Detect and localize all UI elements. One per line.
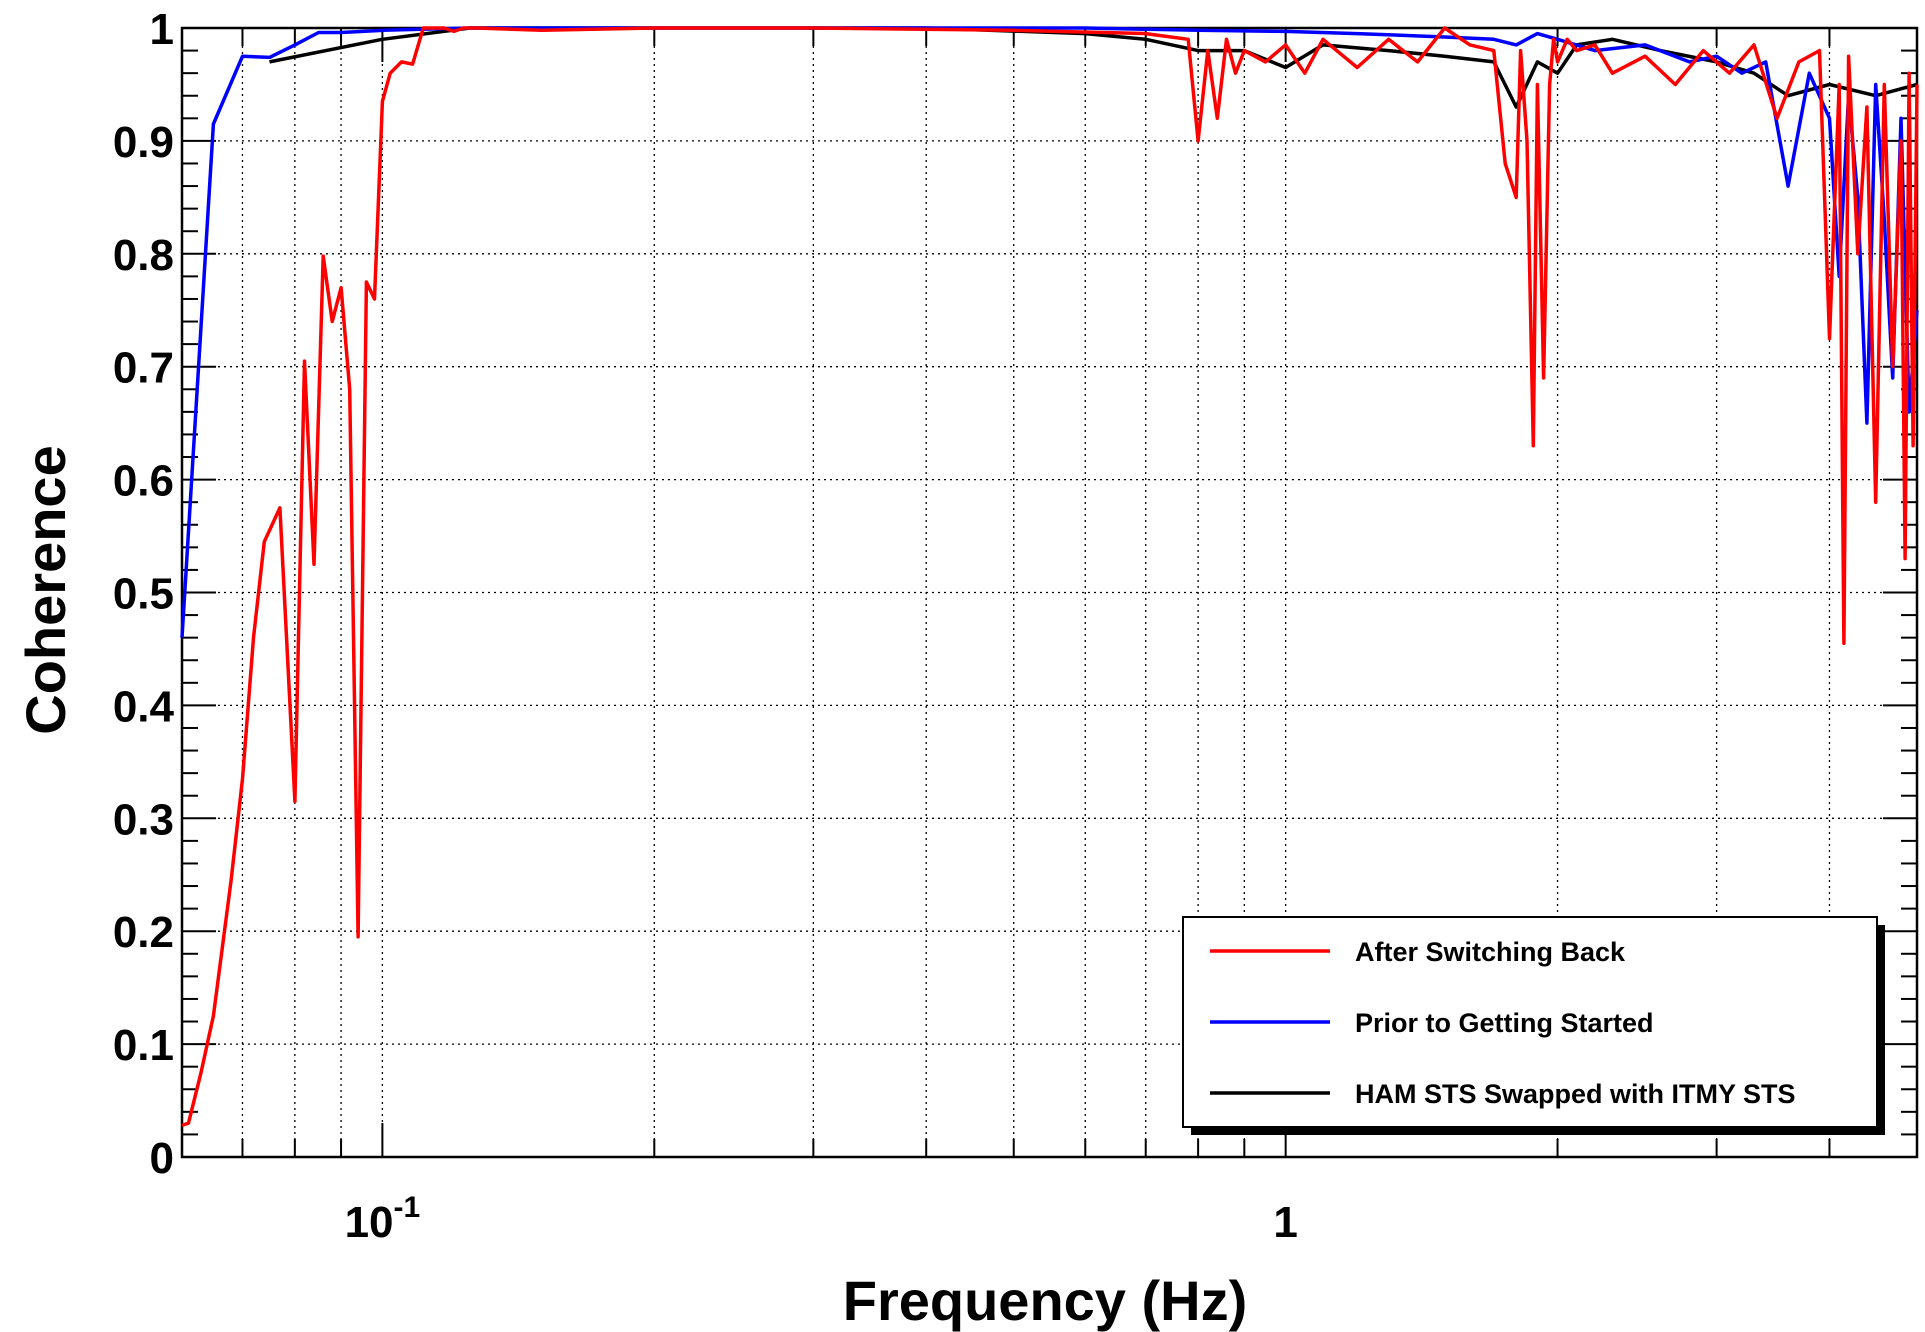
x-tick-label: 1 (1273, 1198, 1297, 1247)
series-line (181, 26, 1919, 1128)
y-tick-label: 0.7 (113, 344, 174, 393)
series-line (180, 26, 1919, 638)
grid (181, 28, 1918, 1157)
legend: After Switching Back Prior to Getting Sta… (1182, 916, 1885, 1135)
tick-labels: 0 0.1 0.2 0.3 0.4 0.5 0.6 0.7 0.8 0.9 1 10-1 1 (113, 5, 1298, 1247)
y-tick-label: 1 (150, 5, 174, 54)
y-tick-label: 0.2 (113, 908, 174, 957)
y-tick-label: 0.1 (113, 1021, 174, 1070)
y-tick-label: 0.6 (113, 457, 174, 506)
legend-label: HAM STS Swapped with ITMY STS (1355, 1079, 1796, 1109)
y-tick-label: 0.8 (113, 231, 174, 280)
x-tick-label: 10-1 (345, 1191, 421, 1247)
y-tick-label: 0 (150, 1134, 174, 1183)
y-tick-label: 0.9 (113, 118, 174, 167)
x-axis-title: Frequency (Hz) (843, 1269, 1248, 1332)
series-line (269, 26, 1918, 109)
y-tick-label: 0.5 (113, 570, 174, 619)
y-tick-label: 0.4 (113, 682, 175, 731)
legend-label: Prior to Getting Started (1355, 1008, 1654, 1038)
series-group (180, 26, 1919, 1128)
legend-entries: After Switching Back Prior to Getting Sta… (1210, 937, 1796, 1109)
legend-label: After Switching Back (1355, 937, 1626, 967)
y-tick-label: 0.3 (113, 795, 174, 844)
y-axis-title: Coherence (14, 445, 77, 734)
